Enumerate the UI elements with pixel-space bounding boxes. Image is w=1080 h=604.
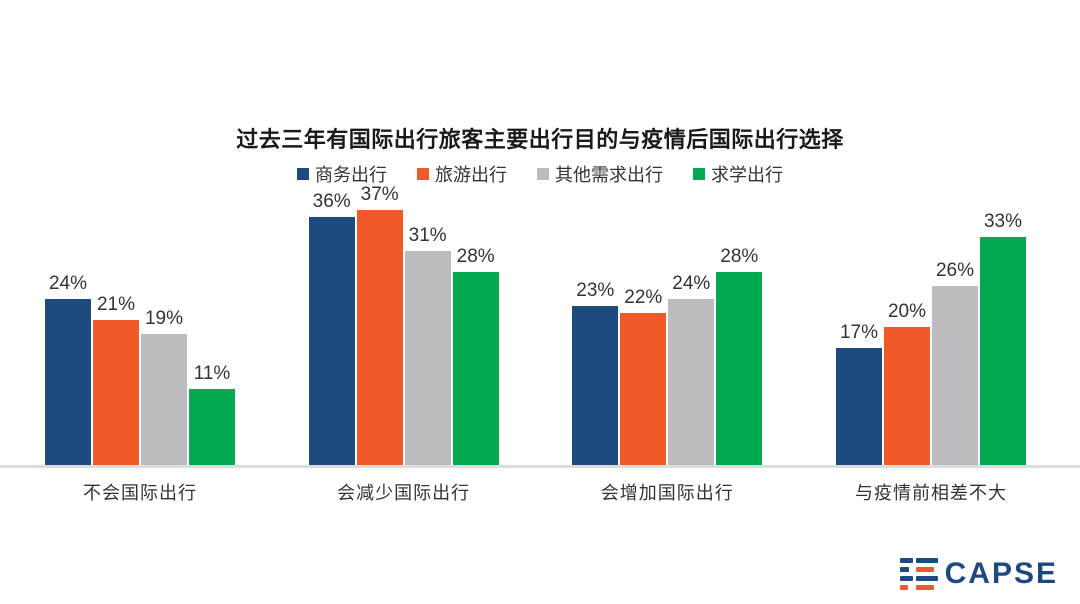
category-label: 不会国际出行	[83, 483, 197, 503]
legend-swatch	[537, 168, 549, 180]
legend-label: 旅游出行	[435, 165, 507, 185]
bar-value-label: 21%	[96, 294, 136, 315]
bar	[404, 251, 451, 465]
bar-value-label: 23%	[576, 280, 615, 301]
bar	[835, 348, 882, 465]
bar	[356, 210, 403, 465]
bar	[716, 272, 763, 465]
bar	[141, 334, 187, 465]
bar	[883, 327, 930, 465]
bar-value-label: 28%	[456, 246, 495, 267]
bar-column-3-3: 33%	[979, 211, 1026, 465]
category-label: 会增加国际出行	[600, 483, 734, 503]
bar-value-label: 24%	[48, 273, 88, 294]
bar-value-label: 36%	[312, 191, 351, 212]
bar-column-1-3: 20%	[883, 301, 930, 465]
capse-logo: CAPSE	[899, 557, 1058, 591]
bar-group-0: 24% 21% 19% 11% 不会国际出行	[45, 189, 235, 505]
legend-label: 求学出行	[711, 165, 783, 185]
bar-column-3-1: 28%	[452, 246, 499, 465]
bar-value-label: 26%	[935, 260, 974, 281]
bar-value-label: 19%	[144, 308, 184, 329]
bar	[668, 299, 715, 465]
chart-legend: 商务出行 旅游出行 其他需求出行 求学出行	[0, 161, 1080, 187]
bar-group-3: 17% 20% 26% 33% 与疫情前相差不大	[835, 189, 1026, 505]
bar	[620, 313, 667, 465]
capse-logo-text: CAPSE	[944, 557, 1058, 590]
bar-column-0-3: 17%	[835, 322, 882, 465]
bar-column-2-1: 31%	[404, 225, 451, 465]
bar-value-label: 37%	[360, 184, 399, 205]
bar	[452, 272, 499, 465]
bar	[979, 237, 1026, 465]
legend-swatch	[417, 168, 429, 180]
bar-column-3-0: 11%	[189, 363, 235, 465]
group-bars: 36% 37% 31% 28%	[308, 184, 499, 465]
bar-value-label: 17%	[839, 322, 878, 343]
bar-group-1: 36% 37% 31% 28% 会减少国际出行	[308, 184, 499, 505]
category-label: 与疫情前相差不大	[854, 483, 1007, 503]
bar-value-label: 33%	[983, 211, 1022, 232]
bar-chart: 24% 21% 19% 11% 不会国际出行 36% 37% 31% 28% 会减少国际出行 23%…	[0, 184, 1080, 505]
legend-item-1: 旅游出行	[417, 161, 507, 187]
bar-value-label: 24%	[672, 273, 711, 294]
bar-value-label: 20%	[887, 301, 926, 322]
bar-column-1-0: 21%	[93, 294, 139, 465]
category-label: 会减少国际出行	[337, 483, 471, 503]
bar-value-label: 31%	[408, 225, 447, 246]
bar-group-2: 23% 22% 24% 28% 会增加国际出行	[572, 189, 763, 505]
bar	[308, 217, 355, 465]
bar-column-1-1: 37%	[356, 184, 403, 465]
bar-column-1-2: 22%	[620, 287, 667, 465]
legend-label: 其他需求出行	[555, 165, 663, 185]
legend-item-2: 其他需求出行	[537, 161, 663, 187]
legend-item-3: 求学出行	[693, 161, 783, 187]
legend-swatch	[297, 168, 309, 180]
group-bars: 17% 20% 26% 33%	[835, 189, 1026, 465]
bar-column-0-0: 24%	[45, 273, 91, 465]
legend-label: 商务出行	[315, 165, 387, 185]
bar-groups: 24% 21% 19% 11% 不会国际出行 36% 37% 31% 28% 会减少国际出行 23%…	[0, 184, 1080, 505]
capse-logo-icon	[899, 558, 938, 590]
bar-value-label: 22%	[624, 287, 663, 308]
bar-column-0-2: 23%	[572, 280, 619, 465]
bar-value-label: 28%	[720, 246, 759, 267]
chart-title: 过去三年有国际出行旅客主要出行目的与疫情后国际出行选择	[236, 127, 844, 152]
bar	[189, 389, 235, 465]
bar-column-2-2: 24%	[668, 273, 715, 465]
group-bars: 24% 21% 19% 11%	[45, 189, 235, 465]
bar	[45, 299, 91, 465]
legend-swatch	[693, 168, 705, 180]
bar-value-label: 11%	[193, 363, 231, 384]
bar	[93, 320, 139, 465]
bar-column-2-0: 19%	[141, 308, 187, 465]
bar-column-0-1: 36%	[308, 191, 355, 465]
x-axis-line	[0, 465, 1080, 468]
bar	[572, 306, 619, 465]
bar	[931, 286, 978, 465]
group-bars: 23% 22% 24% 28%	[572, 189, 763, 465]
legend-item-0: 商务出行	[297, 161, 387, 187]
bar-column-3-2: 28%	[716, 246, 763, 465]
bar-column-2-3: 26%	[931, 260, 978, 465]
